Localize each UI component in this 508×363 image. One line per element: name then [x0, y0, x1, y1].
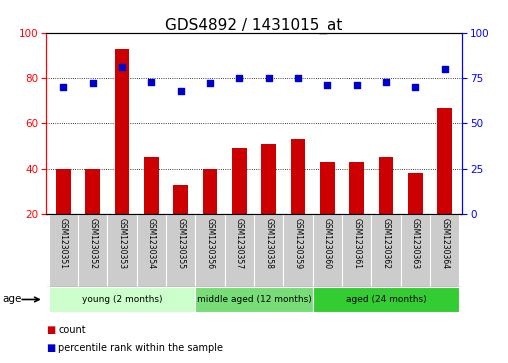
Bar: [283, 214, 312, 287]
Bar: [137, 214, 166, 287]
Bar: [408, 174, 423, 214]
Text: GSM1230364: GSM1230364: [440, 218, 449, 269]
Bar: [196, 287, 312, 312]
Point: [88, 81, 97, 86]
Text: GSM1230352: GSM1230352: [88, 218, 97, 269]
Bar: [320, 162, 335, 214]
Bar: [371, 214, 401, 287]
Point: [235, 75, 243, 81]
Text: GSM1230355: GSM1230355: [176, 218, 185, 269]
Text: ■: ■: [46, 343, 55, 354]
Text: percentile rank within the sample: percentile rank within the sample: [58, 343, 224, 354]
Text: GSM1230356: GSM1230356: [206, 218, 214, 269]
Bar: [144, 158, 158, 214]
Text: aged (24 months): aged (24 months): [346, 295, 426, 304]
Point: [323, 82, 331, 88]
Bar: [291, 139, 305, 214]
Bar: [261, 144, 276, 214]
Text: GSM1230353: GSM1230353: [117, 218, 126, 269]
Bar: [56, 169, 71, 214]
Text: GSM1230360: GSM1230360: [323, 218, 332, 269]
Point: [206, 81, 214, 86]
Point: [440, 66, 449, 72]
Point: [59, 84, 68, 90]
Bar: [49, 287, 196, 312]
Text: GSM1230357: GSM1230357: [235, 218, 244, 269]
Point: [353, 82, 361, 88]
Bar: [225, 214, 254, 287]
Point: [147, 79, 155, 85]
Bar: [232, 148, 247, 214]
Text: middle aged (12 months): middle aged (12 months): [197, 295, 311, 304]
Text: young (2 months): young (2 months): [82, 295, 162, 304]
Text: GSM1230351: GSM1230351: [59, 218, 68, 269]
Text: GSM1230363: GSM1230363: [411, 218, 420, 269]
Bar: [196, 214, 225, 287]
Bar: [430, 214, 459, 287]
Bar: [203, 169, 217, 214]
Bar: [437, 107, 452, 214]
Point: [411, 84, 420, 90]
Text: GDS4892 / 1431015_at: GDS4892 / 1431015_at: [165, 18, 343, 34]
Text: GSM1230361: GSM1230361: [352, 218, 361, 269]
Text: ■: ■: [46, 325, 55, 335]
Text: GSM1230358: GSM1230358: [264, 218, 273, 269]
Bar: [312, 287, 459, 312]
Bar: [85, 169, 100, 214]
Point: [265, 75, 273, 81]
Bar: [107, 214, 137, 287]
Bar: [378, 158, 393, 214]
Bar: [254, 214, 283, 287]
Bar: [342, 214, 371, 287]
Bar: [173, 185, 188, 214]
Text: GSM1230359: GSM1230359: [294, 218, 302, 269]
Bar: [78, 214, 107, 287]
Point: [118, 64, 126, 70]
Text: GSM1230354: GSM1230354: [147, 218, 156, 269]
Text: age: age: [3, 294, 22, 305]
Text: count: count: [58, 325, 86, 335]
Point: [382, 79, 390, 85]
Bar: [401, 214, 430, 287]
Bar: [312, 214, 342, 287]
Point: [177, 88, 185, 94]
Bar: [115, 49, 130, 214]
Text: GSM1230362: GSM1230362: [382, 218, 391, 269]
Bar: [350, 162, 364, 214]
Bar: [166, 214, 196, 287]
Bar: [49, 214, 78, 287]
Point: [294, 75, 302, 81]
